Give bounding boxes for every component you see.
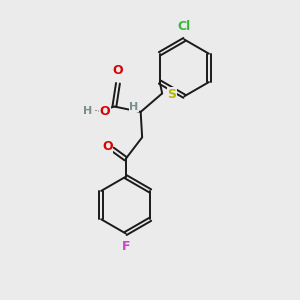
- Text: Cl: Cl: [178, 20, 191, 33]
- Text: F: F: [122, 240, 130, 253]
- Text: H: H: [83, 106, 92, 116]
- Text: H: H: [130, 102, 139, 112]
- Text: O: O: [113, 64, 123, 77]
- Text: O: O: [100, 104, 110, 118]
- Text: ·: ·: [93, 104, 97, 118]
- Text: O: O: [102, 140, 112, 153]
- Text: S: S: [167, 88, 176, 101]
